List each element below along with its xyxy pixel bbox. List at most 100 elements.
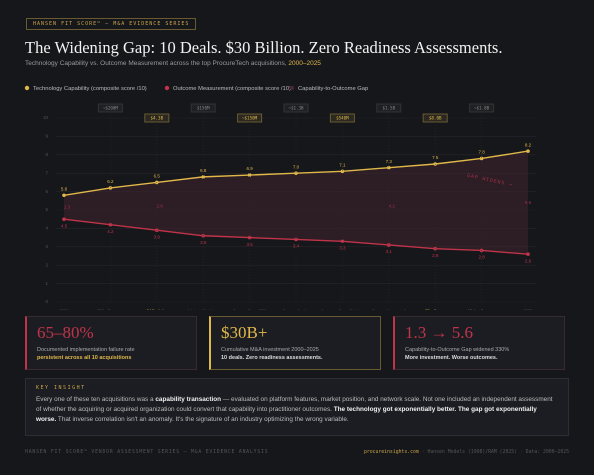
x-tick-label: IBM - Emptoris: [97, 308, 123, 310]
y-tick-label: 4: [45, 226, 48, 231]
data-label: 7.8: [478, 150, 485, 155]
data-label: 2.8: [478, 255, 485, 260]
y-tick-label: 5: [45, 207, 48, 212]
data-point: [387, 165, 391, 170]
stat-note: More investment. Worse outcomes.: [405, 355, 498, 361]
y-tick-label: 8: [45, 152, 48, 157]
x-tick-label: Coupa - LLamasoft: [372, 308, 407, 310]
data-label: 4.5: [61, 223, 68, 228]
legend-swatch: [24, 85, 30, 91]
data-label: 7.1: [339, 163, 346, 168]
data-point: [247, 173, 252, 177]
chart: Technology Capability (composite score /…: [24, 85, 536, 310]
data-point: [62, 193, 66, 198]
data-point: [247, 235, 252, 240]
subtitle: Technology Capability vs. Outcome Measur…: [25, 60, 321, 67]
y-tick-label: 9: [45, 134, 48, 139]
y-tick-label: 6: [45, 189, 48, 194]
data-label: 3.3: [339, 245, 346, 250]
deal-value: ~$200M: [103, 105, 119, 110]
footer-left: HANSEN FIT SCORE™ VENDOR ASSESSMENT SERI…: [25, 450, 269, 455]
insight-heading: KEY INSIGHT: [36, 385, 86, 391]
data-label: 3.1: [386, 249, 393, 254]
data-point: [294, 237, 298, 242]
data-label: 5.8: [61, 186, 68, 191]
data-label: 3.6: [200, 240, 207, 245]
stat-card: 1.3 → 5.6 Capability-to-Outcome Gap widen…: [393, 316, 565, 370]
deal-value: $540M: [336, 115, 349, 120]
y-tick-label: 10: [43, 115, 49, 120]
data-point: [201, 175, 205, 179]
x-tick-label: Adobe - Workfront: [187, 308, 220, 310]
subtitle-years: 2000–2025: [288, 60, 321, 67]
data-label: 7.5: [432, 155, 439, 160]
data-label: 3.4: [293, 244, 300, 249]
data-point: [340, 239, 345, 244]
x-tick-label: Coupa - Spend360: [233, 308, 267, 310]
deal-value: $1.5B: [382, 105, 395, 110]
data-point: [479, 156, 484, 161]
gap-label: 1.3: [64, 204, 71, 209]
data-point: [340, 169, 345, 174]
stat-label: Documented implementation failure rate: [37, 347, 135, 353]
stat-note: 10 deals. Zero readiness assessments.: [221, 355, 323, 361]
data-label: 4.2: [107, 229, 114, 234]
stat-card: $30B+ Cumulative M&A investment 2000–2025…: [209, 316, 381, 370]
stat-label: Capability-to-Outcome Gap widened 330%: [405, 347, 510, 353]
data-point: [433, 162, 438, 166]
stat-value: $30B+: [221, 323, 268, 342]
y-tick-label: 0: [45, 299, 48, 304]
deal-value: $150M: [197, 105, 210, 110]
data-label: 3.5: [246, 242, 253, 247]
insight-text: Every one of these ten acquisitions was …: [36, 395, 558, 425]
data-point: [526, 252, 530, 256]
data-label: 6.9: [246, 166, 253, 171]
x-tick-label: 2000: [60, 308, 70, 310]
x-tick-label: SAP - Ariba: [146, 308, 167, 310]
insight-emphasis: The technology got exponentially better.…: [36, 406, 537, 423]
legend-label: Technology Capability (composite score /…: [33, 86, 147, 92]
insight-run: Every one of these ten acquisitions was …: [36, 396, 156, 403]
footer-right: procureinsights.com · Hansen Models (199…: [363, 450, 569, 455]
data-point: [526, 149, 530, 153]
stat-value: 1.3 → 5.6: [405, 323, 473, 342]
data-label: 2.6: [525, 258, 532, 263]
y-tick-label: 7: [45, 170, 48, 175]
legend-swatch: [164, 85, 170, 91]
x-tick-label: Jaggaer - BravoSolution: [321, 308, 364, 310]
y-tick-label: 2: [45, 262, 48, 267]
series-tag: HANSEN FIT SCORE™ — M&A EVIDENCE SERIES: [26, 18, 197, 30]
footer-source: Hansen Models (1998)/RAM (2025) · Data: …: [427, 450, 569, 455]
y-tick-label: 3: [45, 244, 48, 249]
deal-value: $4.3B: [150, 115, 163, 120]
legend-swatch: [289, 85, 295, 91]
insight-emphasis: capability transaction: [155, 396, 222, 403]
data-label: 6.8: [200, 168, 207, 173]
stat-note: persistent across all 10 acquisitions: [37, 355, 132, 361]
deal-value: ~$1.8B: [474, 105, 490, 110]
subtitle-text: Technology Capability vs. Outcome Measur…: [25, 60, 289, 67]
insight-run: That inverse correlation isn't an anomal…: [56, 416, 349, 423]
data-label: 2.9: [432, 253, 439, 258]
stat-label: Cumulative M&A investment 2000–2025: [221, 347, 319, 353]
data-point: [294, 171, 298, 175]
deal-value: ~$150M: [242, 115, 258, 120]
legend-label: Capability-to-Outcome Gap: [298, 86, 368, 92]
x-tick-label: Vista - Jaggaer: [468, 308, 495, 310]
deal-value: $8.0B: [429, 115, 442, 120]
footer-site: procureinsights.com: [363, 450, 419, 455]
stat-value: 65–80%: [37, 323, 94, 342]
x-tick-label: Coupa - Aquiire: [282, 308, 310, 310]
stat-card: 65–80% Documented implementation failure …: [25, 316, 197, 370]
gap-label: 5.6: [525, 200, 532, 205]
data-point: [62, 217, 66, 221]
deal-value: ~$1.3B: [288, 105, 304, 110]
title: The Widening Gap: 10 Deals. $30 Billion.…: [25, 38, 503, 57]
gap-label: 2.6: [157, 204, 164, 209]
gap-label: 4.2: [389, 204, 396, 209]
y-tick-label: 1: [45, 281, 48, 286]
data-label: 8.2: [525, 142, 532, 147]
legend-label: Outcome Measurement (composite score /10…: [173, 86, 291, 92]
insight-run: — evaluated on platform features, market…: [36, 396, 553, 413]
